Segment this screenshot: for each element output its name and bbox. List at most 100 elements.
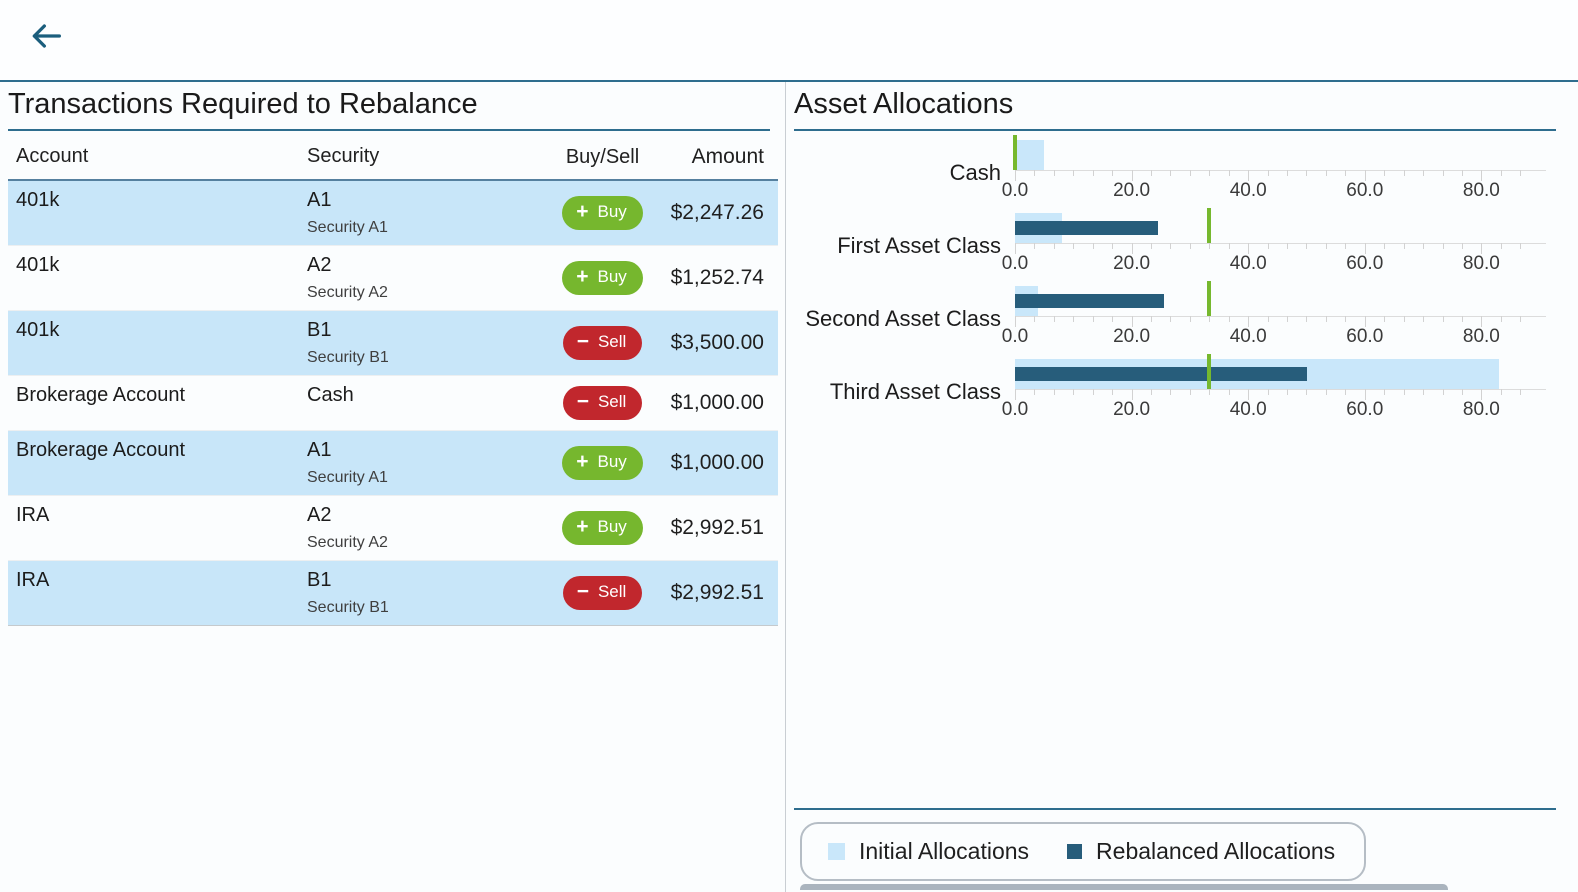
chart-row: Cash 0.0 20.0 40.0 60.0 80.0 xyxy=(794,135,1578,209)
table-row: 401k A2 Security A2 + Buy $1,252.74 xyxy=(8,246,778,311)
axis-tick xyxy=(1325,389,1327,395)
security-cell: B1 Security B1 xyxy=(307,319,547,367)
axis-tick xyxy=(1384,389,1386,395)
axis-tick xyxy=(1384,316,1386,322)
title-underline xyxy=(794,129,1556,131)
axis-tick xyxy=(1520,243,1522,249)
table-row: Brokerage Account A1 Security A1 + Buy $… xyxy=(8,431,778,496)
column-header-amount: Amount xyxy=(691,145,764,168)
sell-button[interactable]: − Sell xyxy=(562,326,643,360)
security-symbol: B1 xyxy=(307,319,332,341)
axis-tick xyxy=(1209,170,1211,176)
axis-tick xyxy=(1053,389,1055,395)
axis-tick xyxy=(1248,243,1250,254)
axis-tick xyxy=(1403,170,1405,176)
action-label: Buy xyxy=(597,452,627,471)
buy-button[interactable]: + Buy xyxy=(562,196,643,230)
sell-button[interactable]: − Sell xyxy=(562,576,643,610)
x-tick-label: 40.0 xyxy=(1229,326,1267,347)
column-header-security: Security xyxy=(307,145,380,167)
axis-tick xyxy=(1325,243,1327,249)
axis-tick xyxy=(1325,316,1327,322)
action-label: Buy xyxy=(597,202,627,221)
back-button[interactable] xyxy=(24,16,68,56)
action-label: Buy xyxy=(597,517,627,536)
x-tick-label: 40.0 xyxy=(1229,399,1267,420)
security-symbol: A1 xyxy=(307,439,332,461)
x-axis-line xyxy=(1015,243,1546,244)
table-body: 401k A1 Security A1 + Buy $2,247.26 xyxy=(8,181,778,626)
axis-tick xyxy=(1131,316,1133,327)
axis-tick xyxy=(1481,170,1483,181)
security-cell: A1 Security A1 xyxy=(307,189,547,237)
axis-tick xyxy=(1092,316,1094,322)
axis-tick xyxy=(1267,389,1269,395)
target-allocation-marker xyxy=(1207,208,1212,243)
allocations-panel: Asset Allocations Cash 0.0 20.0 40.0 60.0 80.… xyxy=(786,82,1578,892)
axis-tick xyxy=(1520,316,1522,322)
axis-tick xyxy=(1423,389,1425,395)
action-label: Sell xyxy=(597,332,627,351)
axis-tick xyxy=(1209,243,1211,249)
buy-button[interactable]: + Buy xyxy=(562,511,643,545)
category-label: Cash xyxy=(949,160,1001,185)
axis-tick xyxy=(1209,389,1211,395)
axis-tick xyxy=(1287,243,1289,249)
axis-tick xyxy=(1248,389,1250,400)
plus-icon: + xyxy=(576,450,589,473)
x-tick-label: 0.0 xyxy=(1001,253,1029,274)
axis-tick xyxy=(1481,389,1483,400)
axis-tick xyxy=(1015,389,1016,400)
action-label: Sell xyxy=(597,392,627,411)
legend-item-initial: Initial Allocations xyxy=(828,838,1029,865)
axis-tick xyxy=(1112,389,1114,395)
amount-cell: $1,252.74 xyxy=(670,266,764,289)
arrow-left-icon xyxy=(26,24,66,59)
axis-tick xyxy=(1500,170,1502,176)
category-label: Third Asset Class xyxy=(829,379,1001,404)
security-cell: A2 Security A2 xyxy=(307,504,547,552)
axis-tick xyxy=(1345,316,1347,322)
axis-tick xyxy=(1423,243,1425,249)
transactions-table: Account Security Buy/Sell Amount 401k A1… xyxy=(8,145,778,626)
account-cell: IRA xyxy=(16,569,50,591)
axis-tick xyxy=(1384,243,1386,249)
axis-tick xyxy=(1151,243,1153,249)
sell-button[interactable]: − Sell xyxy=(562,386,643,420)
axis-tick xyxy=(1442,316,1444,322)
axis-tick xyxy=(1189,170,1191,176)
security-symbol: B1 xyxy=(307,569,332,591)
axis-tick xyxy=(1053,316,1055,322)
axis-tick xyxy=(1131,170,1133,181)
rebalanced-allocations-swatch-icon xyxy=(1067,844,1083,859)
axis-tick xyxy=(1073,170,1075,176)
axis-tick xyxy=(1267,243,1269,249)
x-tick-label: 60.0 xyxy=(1346,180,1384,201)
axis-tick xyxy=(1461,389,1463,395)
x-tick-label: 60.0 xyxy=(1346,253,1384,274)
chart-row: First Asset Class 0.0 20.0 40.0 60.0 80.0 xyxy=(794,208,1578,282)
buy-button[interactable]: + Buy xyxy=(562,446,643,480)
amount-cell: $3,500.00 xyxy=(670,331,764,354)
table-row: IRA B1 Security B1 − Sell $2,992.51 xyxy=(8,561,778,626)
x-tick-label: 60.0 xyxy=(1346,399,1384,420)
chart-plot-area: 0.0 20.0 40.0 60.0 80.0 xyxy=(1002,281,1546,352)
axis-tick xyxy=(1209,316,1211,322)
minus-icon: − xyxy=(576,390,589,413)
target-allocation-marker xyxy=(1207,281,1212,316)
plus-icon: + xyxy=(576,265,589,288)
axis-tick xyxy=(1345,170,1347,176)
buy-button[interactable]: + Buy xyxy=(562,261,643,295)
axis-tick xyxy=(1403,389,1405,395)
axis-tick xyxy=(1053,243,1055,249)
security-name: Security B1 xyxy=(307,349,389,366)
x-tick-label: 20.0 xyxy=(1113,180,1151,201)
target-allocation-marker xyxy=(1207,354,1212,389)
axis-tick xyxy=(1287,316,1289,322)
axis-tick xyxy=(1228,389,1230,395)
x-tick-label: 80.0 xyxy=(1462,399,1500,420)
axis-tick xyxy=(1520,389,1522,395)
axis-tick xyxy=(1189,316,1191,322)
axis-tick xyxy=(1248,170,1250,181)
axis-tick xyxy=(1151,170,1153,176)
